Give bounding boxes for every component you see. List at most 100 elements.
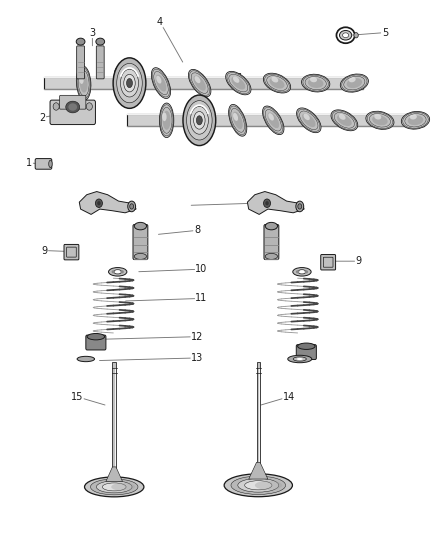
- FancyBboxPatch shape: [60, 95, 86, 109]
- Ellipse shape: [113, 58, 146, 108]
- Ellipse shape: [349, 77, 356, 82]
- Ellipse shape: [76, 66, 91, 100]
- Ellipse shape: [68, 103, 77, 111]
- Ellipse shape: [120, 69, 138, 97]
- Ellipse shape: [109, 268, 127, 276]
- FancyBboxPatch shape: [44, 77, 363, 89]
- Ellipse shape: [162, 112, 166, 121]
- Text: 1: 1: [26, 158, 32, 168]
- Ellipse shape: [354, 33, 358, 38]
- Text: 7: 7: [268, 198, 275, 208]
- Ellipse shape: [296, 270, 299, 273]
- Ellipse shape: [102, 483, 126, 491]
- Ellipse shape: [95, 199, 102, 207]
- FancyBboxPatch shape: [86, 335, 106, 350]
- Polygon shape: [60, 96, 85, 108]
- Text: 3: 3: [89, 28, 95, 38]
- Ellipse shape: [310, 77, 317, 82]
- Ellipse shape: [183, 95, 216, 146]
- Ellipse shape: [198, 111, 206, 130]
- Ellipse shape: [134, 222, 147, 230]
- Ellipse shape: [265, 222, 278, 230]
- Ellipse shape: [96, 38, 105, 45]
- Ellipse shape: [339, 114, 346, 120]
- Text: 9: 9: [356, 256, 362, 266]
- Ellipse shape: [77, 357, 95, 362]
- Ellipse shape: [194, 111, 205, 129]
- Polygon shape: [79, 191, 136, 214]
- Ellipse shape: [194, 76, 201, 83]
- Ellipse shape: [130, 204, 134, 209]
- Ellipse shape: [152, 68, 171, 99]
- FancyBboxPatch shape: [257, 362, 260, 464]
- Ellipse shape: [224, 474, 293, 497]
- Ellipse shape: [374, 114, 381, 119]
- Text: 8: 8: [194, 225, 200, 236]
- Ellipse shape: [263, 73, 291, 93]
- FancyBboxPatch shape: [113, 362, 116, 469]
- Ellipse shape: [343, 33, 349, 38]
- Text: 13: 13: [191, 353, 203, 363]
- Ellipse shape: [188, 69, 211, 97]
- Ellipse shape: [79, 75, 84, 84]
- Ellipse shape: [134, 253, 147, 260]
- Ellipse shape: [85, 477, 144, 497]
- Ellipse shape: [267, 112, 279, 128]
- Ellipse shape: [410, 114, 417, 119]
- Ellipse shape: [268, 113, 274, 120]
- Ellipse shape: [296, 201, 304, 212]
- FancyBboxPatch shape: [264, 224, 279, 260]
- Ellipse shape: [156, 76, 162, 84]
- Text: 11: 11: [195, 293, 208, 303]
- Ellipse shape: [117, 63, 142, 103]
- Ellipse shape: [231, 77, 245, 90]
- Text: 2: 2: [39, 112, 45, 123]
- Ellipse shape: [331, 110, 358, 131]
- Ellipse shape: [196, 116, 202, 125]
- Ellipse shape: [298, 204, 302, 209]
- Ellipse shape: [233, 111, 243, 129]
- Ellipse shape: [226, 71, 251, 95]
- Ellipse shape: [298, 270, 306, 274]
- Ellipse shape: [120, 270, 124, 273]
- Ellipse shape: [49, 160, 52, 167]
- Text: 5: 5: [382, 28, 388, 38]
- Ellipse shape: [97, 201, 101, 205]
- Ellipse shape: [87, 334, 105, 340]
- Text: 14: 14: [283, 392, 295, 402]
- Ellipse shape: [308, 78, 324, 88]
- Ellipse shape: [245, 481, 272, 490]
- Ellipse shape: [53, 103, 59, 110]
- Ellipse shape: [114, 67, 131, 100]
- Ellipse shape: [128, 201, 136, 212]
- Ellipse shape: [265, 201, 269, 205]
- Ellipse shape: [112, 270, 115, 273]
- Polygon shape: [247, 191, 304, 214]
- FancyBboxPatch shape: [50, 100, 95, 125]
- Ellipse shape: [304, 114, 310, 120]
- Ellipse shape: [401, 111, 430, 129]
- Ellipse shape: [194, 76, 206, 91]
- Ellipse shape: [162, 111, 170, 130]
- Ellipse shape: [297, 108, 321, 133]
- Ellipse shape: [346, 78, 362, 88]
- Ellipse shape: [293, 357, 306, 361]
- Ellipse shape: [297, 358, 303, 360]
- Ellipse shape: [118, 76, 123, 84]
- Ellipse shape: [366, 111, 394, 130]
- Ellipse shape: [96, 481, 132, 493]
- Ellipse shape: [340, 74, 368, 92]
- Text: 9: 9: [41, 246, 47, 255]
- Ellipse shape: [118, 74, 127, 92]
- Ellipse shape: [288, 356, 312, 363]
- Text: 4: 4: [157, 17, 163, 27]
- Ellipse shape: [293, 268, 311, 276]
- Ellipse shape: [301, 74, 330, 92]
- Ellipse shape: [339, 30, 352, 40]
- FancyBboxPatch shape: [64, 245, 79, 260]
- Ellipse shape: [262, 106, 284, 135]
- Ellipse shape: [231, 476, 286, 495]
- Ellipse shape: [187, 101, 212, 140]
- Ellipse shape: [159, 103, 174, 138]
- Ellipse shape: [233, 113, 238, 121]
